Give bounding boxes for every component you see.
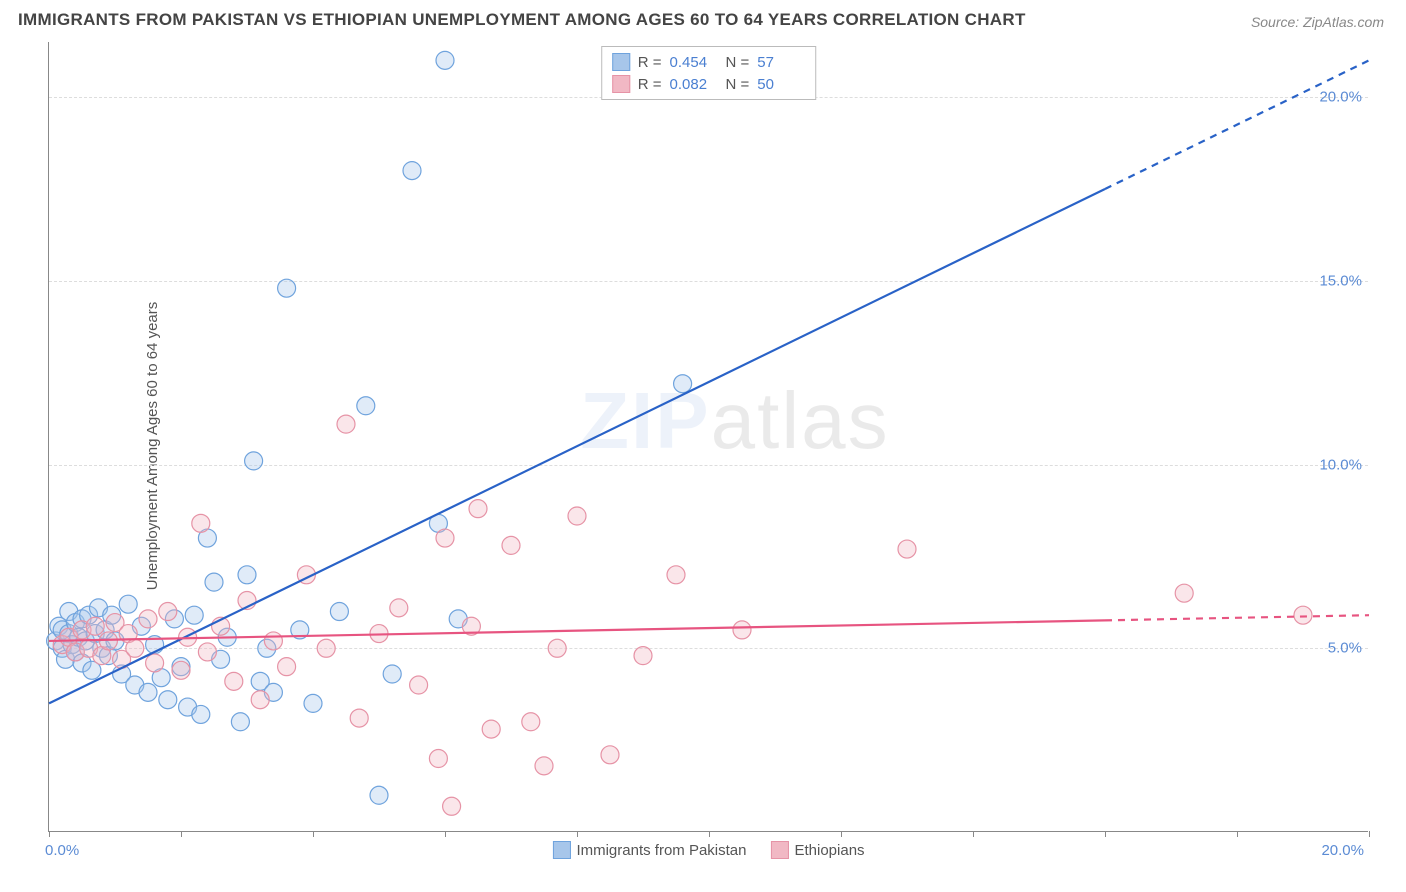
trendline-pakistan [49,189,1105,703]
scatter-point-ethiopians [568,507,586,525]
scatter-point-ethiopians [146,654,164,672]
legend-n-value-ethiopians: 50 [757,76,805,93]
scatter-point-ethiopians [172,661,190,679]
x-tick [577,831,578,837]
scatter-point-pakistan [192,705,210,723]
scatter-point-ethiopians [317,639,335,657]
scatter-point-ethiopians [278,658,296,676]
legend-row-pakistan: R = 0.454 N = 57 [612,51,806,73]
scatter-point-ethiopians [548,639,566,657]
legend-n-key: N = [726,76,750,93]
x-tick [841,831,842,837]
scatter-point-pakistan [403,162,421,180]
trendline-ethiopians [49,620,1105,641]
x-tick [313,831,314,837]
x-tick-min-label: 0.0% [45,842,79,859]
scatter-point-pakistan [245,452,263,470]
scatter-point-ethiopians [192,514,210,532]
scatter-point-ethiopians [522,713,540,731]
scatter-point-pakistan [383,665,401,683]
x-tick [709,831,710,837]
legend-r-value-pakistan: 0.454 [670,54,718,71]
scatter-point-ethiopians [601,746,619,764]
legend-item-ethiopians: Ethiopians [770,841,864,859]
scatter-point-ethiopians [535,757,553,775]
legend-swatch-icon [770,841,788,859]
x-tick [1369,831,1370,837]
legend-r-value-ethiopians: 0.082 [670,76,718,93]
scatter-point-ethiopians [443,797,461,815]
scatter-point-pakistan [185,606,203,624]
scatter-point-pakistan [674,375,692,393]
legend-r-key: R = [638,76,662,93]
scatter-point-ethiopians [126,639,144,657]
scatter-point-pakistan [436,51,454,69]
legend-label-pakistan: Immigrants from Pakistan [576,842,746,859]
scatter-point-ethiopians [1175,584,1193,602]
legend-n-key: N = [726,54,750,71]
legend-label-ethiopians: Ethiopians [794,842,864,859]
scatter-point-ethiopians [429,750,447,768]
legend-item-pakistan: Immigrants from Pakistan [552,841,746,859]
scatter-point-ethiopians [337,415,355,433]
source-label: Source: ZipAtlas.com [1251,14,1384,30]
correlation-legend: R = 0.454 N = 57 R = 0.082 N = 50 [601,46,817,100]
scatter-point-pakistan [238,566,256,584]
scatter-svg [49,42,1368,831]
scatter-point-ethiopians [469,500,487,518]
scatter-point-pakistan [119,595,137,613]
scatter-point-pakistan [159,691,177,709]
x-tick [49,831,50,837]
scatter-point-ethiopians [86,617,104,635]
scatter-point-pakistan [139,683,157,701]
scatter-point-pakistan [357,397,375,415]
legend-swatch-ethiopians [612,75,630,93]
trendline-dashed-ethiopians [1105,615,1369,620]
plot-area: 5.0%10.0%15.0%20.0% 0.0% 20.0% ZIPatlas … [48,42,1368,832]
x-tick [1105,831,1106,837]
chart-title: IMMIGRANTS FROM PAKISTAN VS ETHIOPIAN UN… [18,10,1026,30]
scatter-point-ethiopians [898,540,916,558]
x-tick [445,831,446,837]
scatter-point-ethiopians [733,621,751,639]
scatter-point-ethiopians [436,529,454,547]
scatter-point-pakistan [278,279,296,297]
scatter-point-ethiopians [390,599,408,617]
legend-swatch-pakistan [612,53,630,71]
scatter-point-ethiopians [198,643,216,661]
legend-swatch-icon [552,841,570,859]
scatter-point-ethiopians [139,610,157,628]
scatter-point-ethiopians [159,603,177,621]
x-tick [973,831,974,837]
scatter-point-ethiopians [350,709,368,727]
scatter-point-ethiopians [667,566,685,584]
scatter-point-pakistan [205,573,223,591]
legend-row-ethiopians: R = 0.082 N = 50 [612,73,806,95]
trendline-dashed-pakistan [1105,60,1369,189]
legend-r-key: R = [638,54,662,71]
legend-n-value-pakistan: 57 [757,54,805,71]
x-tick [181,831,182,837]
scatter-point-ethiopians [225,672,243,690]
series-legend: Immigrants from Pakistan Ethiopians [552,841,864,859]
scatter-point-pakistan [370,786,388,804]
x-tick [1237,831,1238,837]
scatter-point-ethiopians [264,632,282,650]
scatter-point-ethiopians [1294,606,1312,624]
scatter-point-pakistan [330,603,348,621]
scatter-point-ethiopians [410,676,428,694]
scatter-point-ethiopians [502,536,520,554]
scatter-point-ethiopians [482,720,500,738]
x-tick-max-label: 20.0% [1321,842,1364,859]
scatter-point-pakistan [231,713,249,731]
scatter-point-pakistan [304,694,322,712]
scatter-point-ethiopians [251,691,269,709]
scatter-point-ethiopians [634,647,652,665]
